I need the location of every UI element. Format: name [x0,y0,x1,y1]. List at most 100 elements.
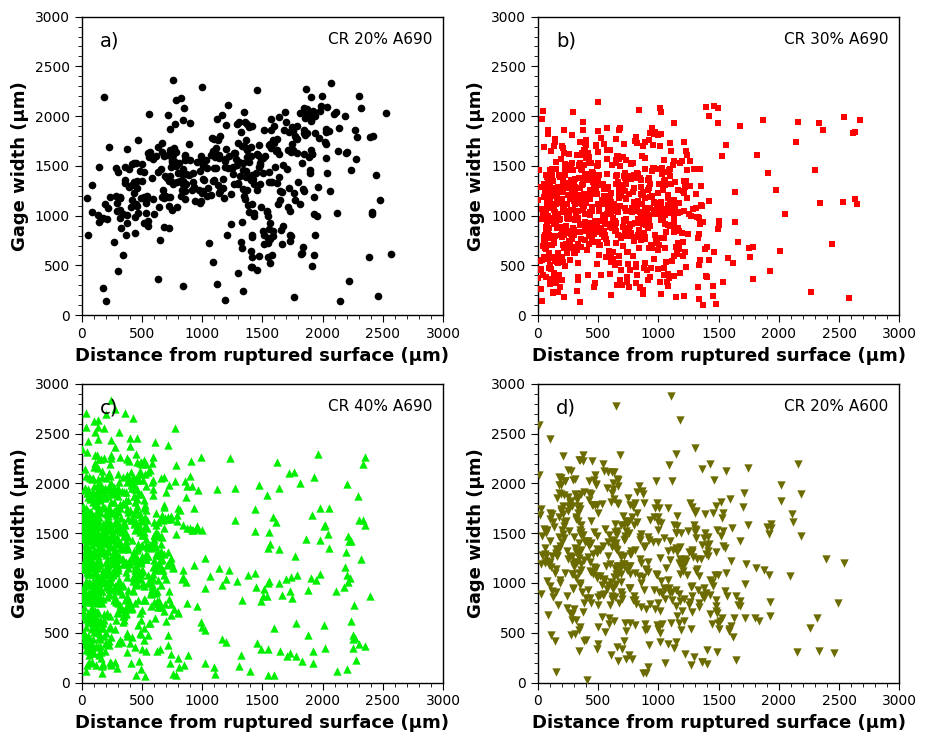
Point [86,594,101,606]
Point [561,242,576,254]
Point [590,507,604,519]
Point [693,589,708,601]
Point [184,480,199,492]
Point [624,218,639,230]
Point [616,202,631,214]
Point [634,209,649,221]
Point [532,255,547,267]
Point [93,493,108,504]
Point [686,519,701,531]
Point [542,513,557,525]
Point [81,577,95,588]
Point [654,588,669,600]
Point [136,593,151,605]
Point [611,188,626,200]
Point [231,156,246,168]
Point [556,147,571,159]
Point [622,265,637,276]
Point [82,533,96,545]
Point [100,545,115,557]
Point [667,226,681,238]
Point [616,534,631,546]
Point [236,106,251,118]
Point [136,580,151,592]
Point [103,542,118,554]
Point [137,467,152,479]
Point [576,188,590,200]
Point [533,503,548,515]
Point [158,513,172,525]
Point [147,611,162,623]
Point [550,551,565,562]
Point [133,165,147,177]
Point [146,451,160,463]
Point [80,542,95,554]
Point [95,526,109,538]
Point [84,594,99,606]
Point [815,124,830,136]
Point [245,250,260,262]
Point [129,579,144,591]
Point [721,625,736,637]
Point [650,187,665,199]
Point [625,501,640,513]
Point [698,644,713,656]
Point [274,239,289,250]
Point [675,250,690,262]
Point [585,499,600,511]
Point [210,279,224,291]
Point [674,606,689,617]
Point [548,206,563,218]
Point [551,487,565,499]
Point [235,242,249,254]
Point [540,193,555,205]
Point [174,168,189,180]
Point [557,475,572,487]
Point [615,221,629,233]
Point [96,452,111,464]
Point [662,220,677,232]
Point [610,498,625,510]
Point [591,227,606,239]
Point [737,578,752,590]
Point [740,519,755,531]
Point [305,509,320,521]
Point [81,589,95,601]
Point [660,638,675,650]
Point [727,186,742,198]
Point [126,490,141,502]
Point [279,163,294,175]
Point [603,219,618,231]
Point [106,488,121,500]
Point [846,126,861,137]
Point [580,585,595,597]
Point [584,221,599,233]
Point [537,557,552,569]
Point [575,606,590,618]
Point [87,457,102,469]
Point [190,523,205,535]
Point [617,185,632,197]
Point [603,160,618,172]
Point [663,207,678,219]
Point [677,649,692,661]
Point [546,233,561,245]
Point [196,173,210,185]
Point [568,511,583,523]
Point [581,184,596,196]
Point [630,168,645,180]
Point [745,241,760,253]
Point [578,139,592,151]
Point [83,596,98,608]
Point [550,287,565,299]
Point [78,538,93,550]
Point [617,155,632,166]
Point [217,294,232,306]
Point [266,669,281,681]
Point [666,218,680,230]
Point [591,589,606,601]
Point [230,178,245,190]
Point [570,257,585,269]
Point [116,558,131,570]
Point [243,666,258,678]
